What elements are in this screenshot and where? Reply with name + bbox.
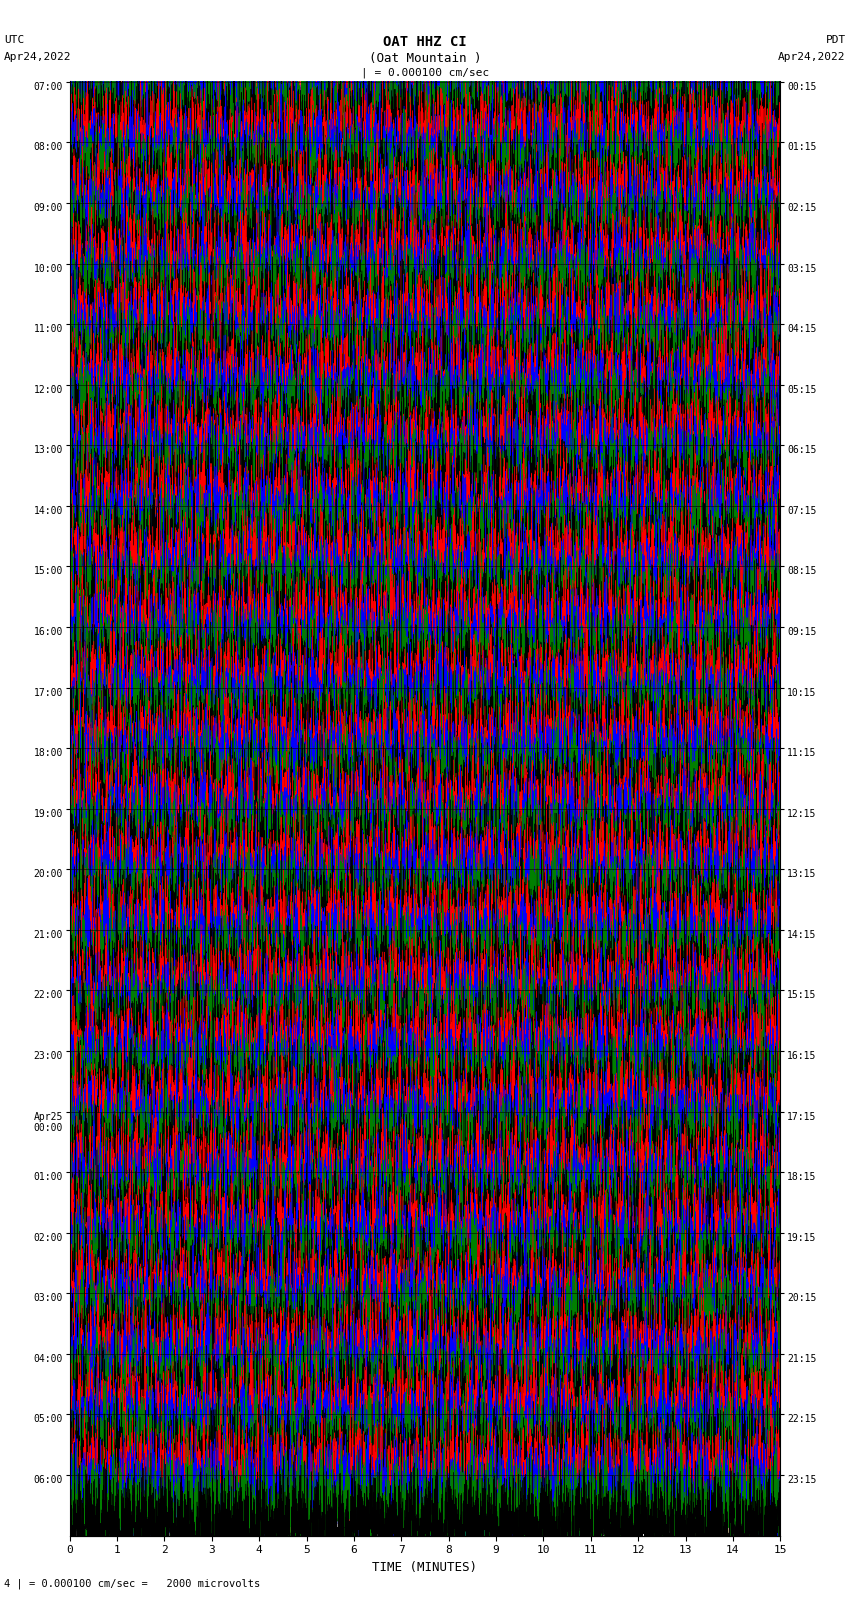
X-axis label: TIME (MINUTES): TIME (MINUTES) xyxy=(372,1561,478,1574)
Text: OAT HHZ CI: OAT HHZ CI xyxy=(383,35,467,50)
Text: UTC: UTC xyxy=(4,35,25,45)
Text: Apr24,2022: Apr24,2022 xyxy=(4,52,71,61)
Text: 4 | = 0.000100 cm/sec =   2000 microvolts: 4 | = 0.000100 cm/sec = 2000 microvolts xyxy=(4,1578,260,1589)
Text: (Oat Mountain ): (Oat Mountain ) xyxy=(369,52,481,65)
Text: Apr24,2022: Apr24,2022 xyxy=(779,52,846,61)
Text: PDT: PDT xyxy=(825,35,846,45)
Text: | = 0.000100 cm/sec: | = 0.000100 cm/sec xyxy=(361,68,489,79)
